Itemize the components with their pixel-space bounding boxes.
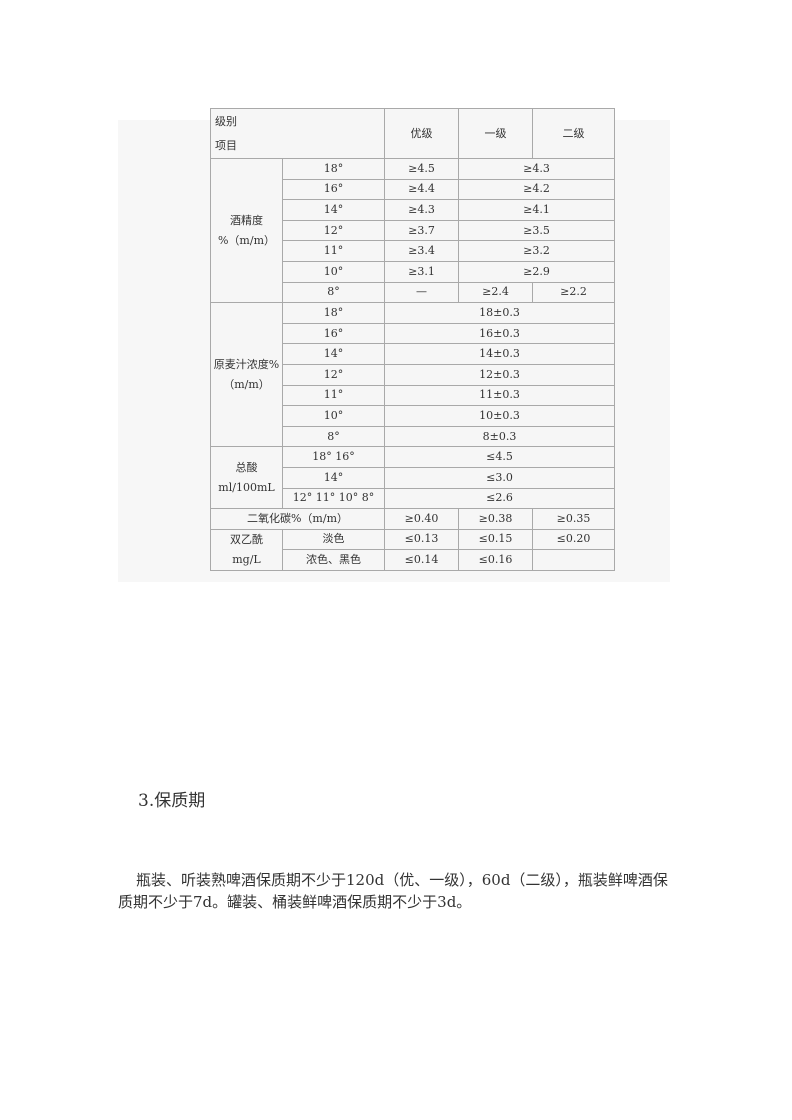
- second-value-cell: ≥2.2: [532, 281, 615, 304]
- wort-group-unit: （m/m）: [223, 377, 270, 391]
- table-row: 酒精度 %（m/m） 18° ≥4.5 ≥4.3: [210, 157, 615, 304]
- value-cell: 18±0.3: [384, 302, 615, 324]
- diacetyl-value-cell: ≤0.14: [384, 549, 459, 571]
- premium-value-cell: ≥4.3: [384, 199, 459, 221]
- header-corner-cell: 级别 项目: [210, 108, 385, 159]
- value-cell: 8±0.3: [384, 425, 615, 448]
- degree-cell: 14°: [282, 199, 385, 221]
- table-row: 总酸 ml/100mL 18° 16° ≤4.5: [210, 446, 615, 510]
- value-cell: ≤2.6: [384, 487, 615, 510]
- first-second-value-cell: ≥3.5: [458, 219, 615, 242]
- table-row: 12° 11° 10° 8° ≤2.6: [211, 487, 615, 510]
- header-grade-first: 一级: [458, 108, 533, 159]
- degree-cell: 14°: [282, 466, 385, 489]
- degree-cell: 12°: [282, 363, 385, 386]
- diacetyl-group: 双乙酰 mg/L: [210, 528, 283, 571]
- value-cell: 11±0.3: [384, 384, 615, 407]
- table-row: 16° 16±0.3: [211, 322, 615, 345]
- first-second-value-cell: ≥2.9: [458, 260, 615, 283]
- first-second-value-cell: ≥4.2: [458, 178, 615, 201]
- alcohol-group-label: 酒精度: [230, 213, 263, 227]
- beer-spec-table: 级别 项目 优级 一级 二级 酒精度 %（m/m） 18° ≥4.5 ≥4.3 16° ≥4…: [210, 108, 615, 571]
- shelf-life-paragraph: 瓶装、听装熟啤酒保质期不少于120d（优、一级），60d（二级），瓶装鲜啤酒保质…: [118, 871, 668, 911]
- first-second-value-cell: ≥4.1: [458, 199, 615, 221]
- degree-cell: 12°: [282, 219, 385, 242]
- table-row: 二氧化碳%（m/m） ≥0.40 ≥0.38 ≥0.35: [210, 508, 615, 530]
- table-row: 16° ≥4.4 ≥4.2: [211, 178, 615, 201]
- degree-cell: 10°: [282, 405, 385, 427]
- diacetyl-value-cell: ≤0.20: [532, 528, 615, 551]
- table-row: 11° ≥3.4 ≥3.2: [211, 240, 615, 262]
- diacetyl-value-cell: ≤0.13: [384, 528, 459, 551]
- premium-value-cell: ≥3.1: [384, 260, 459, 283]
- table-row: 双乙酰 mg/L 淡色 ≤0.13 ≤0.15 ≤0.20: [210, 528, 615, 571]
- level-label: 级别: [215, 114, 237, 128]
- table-row: 8° — ≥2.4 ≥2.2: [211, 281, 615, 304]
- degree-cell: 11°: [282, 240, 385, 262]
- wort-group-label: 原麦汁浓度%: [213, 357, 280, 371]
- acid-group-unit: ml/100mL: [218, 480, 275, 494]
- degree-cell: 18°: [282, 302, 385, 324]
- table-row: 14° ≤3.0: [211, 466, 615, 489]
- degree-cell: 18° 16°: [282, 446, 385, 468]
- color-type-cell: 浓色、黑色: [282, 549, 385, 571]
- premium-value-cell: —: [384, 281, 459, 304]
- item-label: 项目: [215, 138, 237, 152]
- diacetyl-value-cell: [532, 549, 615, 571]
- value-cell: ≤3.0: [384, 466, 615, 489]
- premium-value-cell: ≥4.5: [384, 158, 459, 180]
- alcohol-group-unit: %（m/m）: [217, 233, 276, 247]
- value-cell: 12±0.3: [384, 363, 615, 386]
- degree-cell: 16°: [282, 178, 385, 201]
- premium-value-cell: ≥3.4: [384, 240, 459, 262]
- acid-group: 总酸 ml/100mL: [210, 446, 283, 510]
- value-cell: 10±0.3: [384, 405, 615, 427]
- header-grade-premium: 优级: [384, 108, 459, 159]
- table-row: 原麦汁浓度% （m/m） 18° 18±0.3: [210, 302, 615, 448]
- value-cell: ≤4.5: [384, 446, 615, 468]
- value-cell: 14±0.3: [384, 343, 615, 365]
- degree-cell: 12° 11° 10° 8°: [282, 487, 385, 510]
- diacetyl-value-cell: ≤0.15: [458, 528, 533, 551]
- degree-cell: 8°: [282, 281, 385, 304]
- degree-cell: 10°: [282, 260, 385, 283]
- header-grade-second: 二级: [532, 108, 615, 159]
- value-cell: 16±0.3: [384, 322, 615, 345]
- co2-value-cell: ≥0.38: [458, 508, 533, 530]
- degree-cell: 11°: [282, 384, 385, 407]
- acid-group-label: 总酸: [235, 460, 258, 474]
- first-second-value-cell: ≥3.2: [458, 240, 615, 262]
- table-row: 浓色、黑色 ≤0.14 ≤0.16: [211, 549, 615, 571]
- section-title: 3.保质期: [138, 791, 206, 811]
- diacetyl-value-cell: ≤0.16: [458, 549, 533, 571]
- degree-cell: 16°: [282, 322, 385, 345]
- table-header-row: 级别 项目 优级 一级 二级: [210, 108, 615, 159]
- color-type-cell: 淡色: [282, 528, 385, 551]
- degree-cell: 18°: [282, 158, 385, 180]
- co2-value-cell: ≥0.40: [384, 508, 459, 530]
- degree-cell: 14°: [282, 343, 385, 365]
- diacetyl-group-unit: mg/L: [232, 552, 261, 566]
- co2-label-cell: 二氧化碳%（m/m）: [210, 508, 385, 530]
- table-row: 10° 10±0.3: [211, 405, 615, 427]
- first-value-cell: ≥2.4: [458, 281, 533, 304]
- wort-group: 原麦汁浓度% （m/m）: [210, 302, 283, 448]
- degree-cell: 8°: [282, 425, 385, 448]
- first-second-value-cell: ≥4.3: [458, 158, 615, 180]
- premium-value-cell: ≥4.4: [384, 178, 459, 201]
- alcohol-group: 酒精度 %（m/m）: [210, 157, 283, 304]
- premium-value-cell: ≥3.7: [384, 219, 459, 242]
- co2-value-cell: ≥0.35: [532, 508, 615, 530]
- diacetyl-group-label: 双乙酰: [230, 532, 263, 546]
